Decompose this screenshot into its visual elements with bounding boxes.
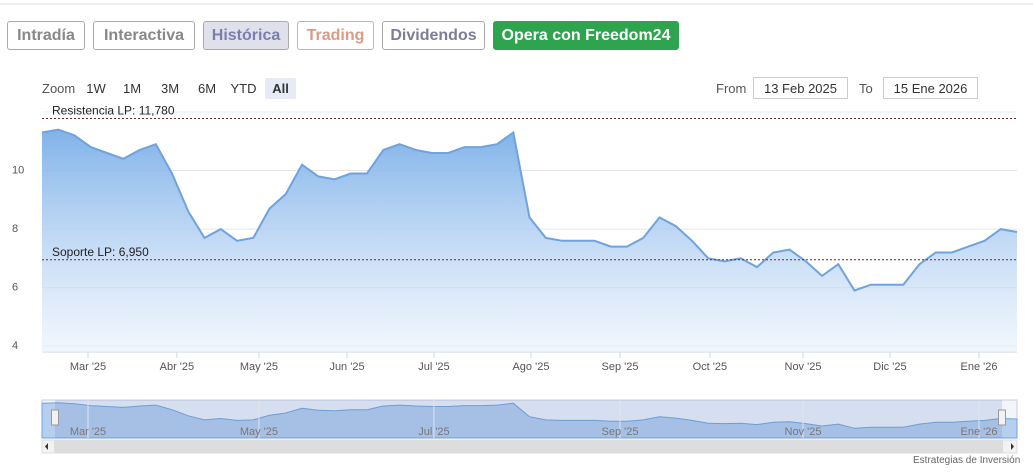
from-label: From xyxy=(716,81,747,96)
navigator-handle[interactable] xyxy=(51,409,59,426)
x-tick-label: Nov '25 xyxy=(785,361,822,373)
from-input[interactable]: 13 Feb 2025 xyxy=(753,77,848,99)
x-tick-label: Mar '25 xyxy=(70,361,106,373)
zoom-label: Zoom xyxy=(42,81,76,96)
tab[interactable]: Histórica xyxy=(203,21,289,50)
navigator-label: Ene '26 xyxy=(960,426,997,438)
zoom-button[interactable]: All xyxy=(265,78,296,99)
to-input[interactable]: 15 Ene 2026 xyxy=(883,77,978,99)
zoom-button[interactable]: 3M xyxy=(160,81,180,96)
line xyxy=(41,128,1018,292)
navigator-label: May '25 xyxy=(240,426,278,438)
to-label: To xyxy=(859,81,873,96)
zoom-button[interactable]: 1M xyxy=(122,81,142,96)
tab-cta[interactable]: Opera con Freedom24 xyxy=(493,21,679,50)
x-tick-label: Oct '25 xyxy=(693,361,728,373)
navigator-label: Jul '25 xyxy=(418,426,449,438)
y-tick-label: 10 xyxy=(12,164,24,176)
navigator-label: Sep '25 xyxy=(602,426,639,438)
zoom-button[interactable]: 6M xyxy=(197,81,217,96)
plot-line-label: Soporte LP: 6,950 xyxy=(52,245,149,259)
x-tick-label: Ago '25 xyxy=(512,361,549,373)
y-tick-label: 4 xyxy=(12,340,18,352)
tab[interactable]: Interactiva xyxy=(93,21,195,50)
scrollbar-thumb[interactable] xyxy=(54,440,1003,453)
plot-line-label: Resistencia LP: 11,780 xyxy=(52,104,175,118)
x-tick-label: Jul '25 xyxy=(418,361,449,373)
navigator-mask xyxy=(55,400,1002,438)
credits: Estrategias de Inversión xyxy=(913,455,1021,466)
x-tick-label: Ene '26 xyxy=(960,361,997,373)
navigator-label: Mar '25 xyxy=(70,426,106,438)
y-tick-label: 8 xyxy=(12,223,18,235)
x-tick-label: Abr '25 xyxy=(160,361,195,373)
x-tick-label: May '25 xyxy=(240,361,278,373)
navigator-area xyxy=(41,402,1018,439)
scroll-arrow xyxy=(1011,443,1014,450)
scroll-arrow xyxy=(45,443,48,450)
x-tick-label: Sep '25 xyxy=(602,361,639,373)
zoom-button[interactable]: YTD xyxy=(230,81,257,96)
area xyxy=(42,129,1017,352)
zoom-button[interactable]: 1W xyxy=(86,81,106,96)
tab[interactable]: Trading xyxy=(297,21,374,50)
tab[interactable]: Dividendos xyxy=(382,21,485,50)
x-tick-label: Dic '25 xyxy=(873,361,906,373)
x-tick-label: Jun '25 xyxy=(329,361,364,373)
y-tick-label: 6 xyxy=(12,282,18,294)
navigator-label: Nov '25 xyxy=(785,426,822,438)
navigator-handle[interactable] xyxy=(998,409,1006,426)
tab[interactable]: Intradía xyxy=(7,21,85,50)
